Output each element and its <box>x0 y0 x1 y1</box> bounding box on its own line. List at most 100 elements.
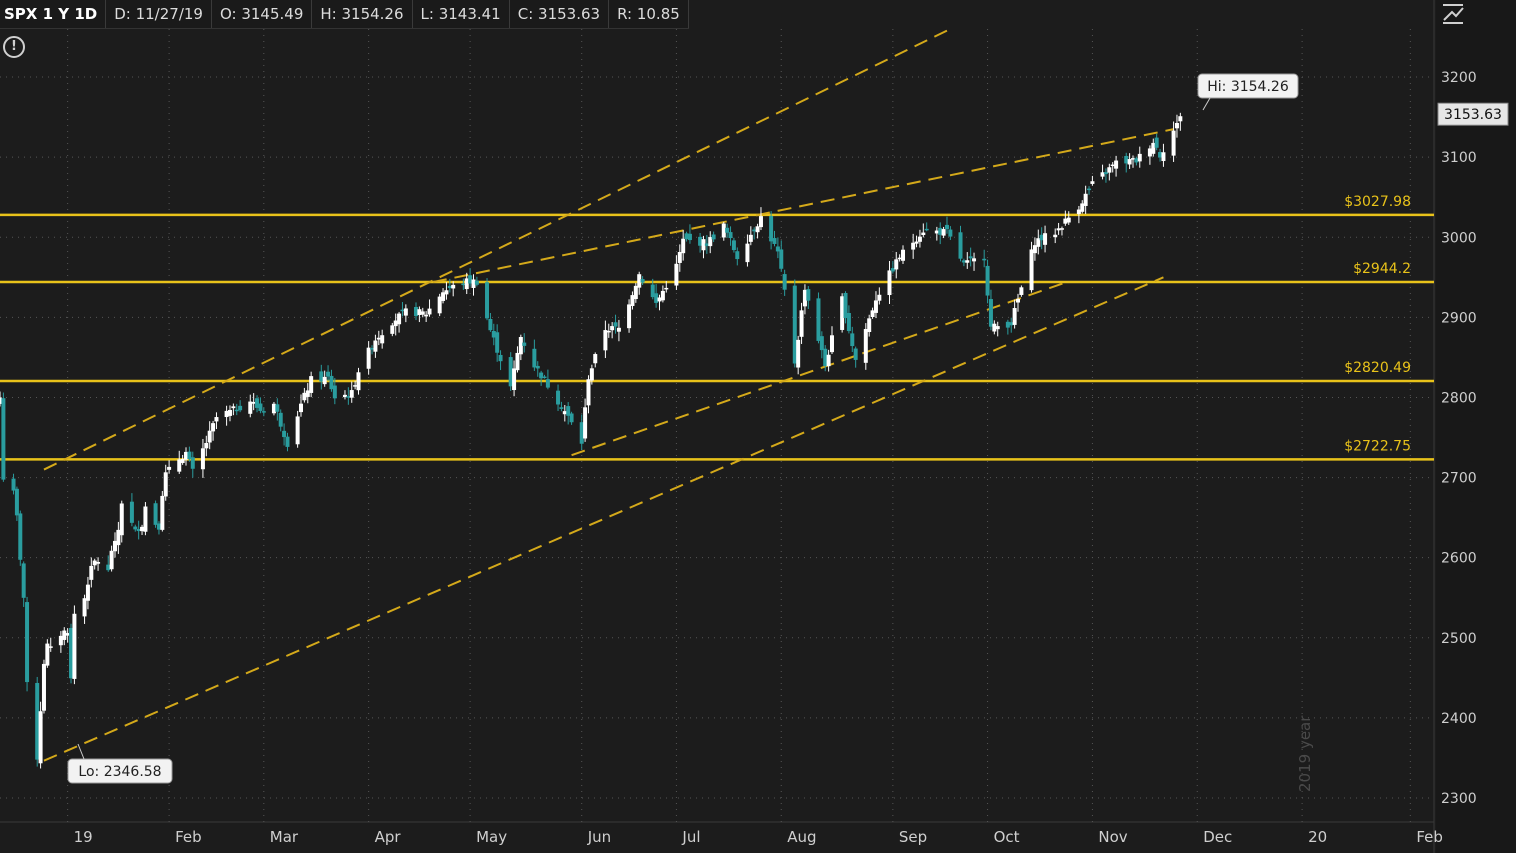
candle-body <box>319 371 324 382</box>
close-readout: C: 3153.63 <box>510 0 610 28</box>
candle-body <box>1032 245 1037 254</box>
candle-body <box>353 385 358 387</box>
candle-body <box>332 385 337 399</box>
price-level-label: $2820.49 <box>1344 360 1411 376</box>
candle-body <box>417 309 422 315</box>
candle-body <box>850 333 855 347</box>
candle-body <box>796 339 801 368</box>
symbol-label[interactable]: SPX 1 Y 1D <box>0 0 107 28</box>
x-tick-label: Feb <box>175 828 202 846</box>
candle-body <box>1087 188 1092 191</box>
candle-body <box>660 290 665 301</box>
candle-body <box>664 287 669 290</box>
candle-body <box>593 354 598 364</box>
candle-body <box>25 602 30 683</box>
candle-body <box>109 550 114 570</box>
candle-body <box>725 227 730 233</box>
candle-body <box>535 365 540 369</box>
drawing-tool-icon[interactable] <box>1440 2 1466 26</box>
candle-body <box>890 268 895 272</box>
candle-body <box>366 347 371 369</box>
candle-body <box>792 285 797 364</box>
candle-body <box>140 526 145 532</box>
candle-body <box>769 215 774 242</box>
candle-body <box>227 409 232 416</box>
candle-body <box>62 630 67 640</box>
candle-body <box>413 306 418 317</box>
candle-body <box>160 495 165 530</box>
candle-body <box>45 643 50 666</box>
candle-body <box>1056 228 1061 231</box>
candle-body <box>85 584 90 601</box>
candle-body <box>711 234 716 240</box>
trendline <box>432 128 1174 284</box>
candle-body <box>278 412 283 427</box>
trendline <box>43 276 1164 762</box>
candle-body <box>488 318 493 331</box>
candle-body <box>1130 158 1135 160</box>
candle-body <box>190 457 195 469</box>
candle-body <box>370 348 375 350</box>
candle-body <box>248 401 253 414</box>
low-callout-box <box>67 758 173 784</box>
x-tick-label: Jun <box>587 828 611 846</box>
candle-body <box>512 368 517 391</box>
y-tick-label: 2300 <box>1441 791 1477 807</box>
candle-body <box>508 357 513 387</box>
candle-body <box>14 488 19 516</box>
candle-body <box>1 398 6 480</box>
candle-body <box>1158 152 1163 158</box>
y-tick-label: 2600 <box>1441 551 1477 567</box>
candle-body <box>471 279 476 288</box>
candle-body <box>698 236 703 246</box>
candle-body <box>806 289 811 301</box>
candle-body <box>1083 193 1088 206</box>
candle-body <box>799 310 804 337</box>
x-tick-label: Dec <box>1203 828 1232 846</box>
y-tick-label: 2500 <box>1441 631 1477 647</box>
candle-body <box>474 280 479 285</box>
candle-body <box>873 300 878 313</box>
high-callout: Hi: 3154.26 <box>1207 79 1289 95</box>
x-tick-label: Sep <box>899 828 927 846</box>
candle-body <box>539 372 544 379</box>
candle-body <box>143 506 148 532</box>
candle-body <box>136 528 141 532</box>
candle-body <box>48 646 53 648</box>
candle-body <box>1178 116 1183 122</box>
year-watermark: 2019 year <box>1296 715 1314 792</box>
x-tick-label: May <box>476 828 507 846</box>
last-price-label: 3153.63 <box>1444 107 1502 123</box>
candle-body <box>816 298 821 341</box>
candle-body <box>437 296 442 314</box>
candle-body <box>1016 298 1021 303</box>
candle-body <box>992 323 997 332</box>
candle-body <box>498 354 503 362</box>
candle-body <box>687 233 692 241</box>
y-tick-label: 3200 <box>1441 70 1477 86</box>
candle-body <box>38 711 43 764</box>
candle-body <box>586 379 591 406</box>
open-readout: O: 3145.49 <box>212 0 313 28</box>
candle-body <box>924 228 929 231</box>
candle-body <box>637 274 642 288</box>
candle-body <box>393 320 398 327</box>
candle-body <box>187 451 192 460</box>
candle-body <box>701 239 706 251</box>
candle-body <box>1171 130 1176 156</box>
candle-body <box>258 403 263 411</box>
candle-body <box>887 270 892 296</box>
candle-body <box>934 230 939 234</box>
candle-body <box>373 340 378 352</box>
callouts: Hi: 3154.26 Lo: 2346.58 <box>67 73 1299 784</box>
exclamation-circle-icon[interactable]: ! <box>3 36 25 58</box>
candle-body <box>18 513 23 560</box>
candle-body <box>376 337 381 340</box>
candle-body <box>238 405 243 411</box>
candle-body <box>556 390 561 405</box>
candle-body <box>295 416 300 445</box>
candle-body <box>1103 172 1108 175</box>
price-axis: 2300 2400 2500 2600 2700 2800 2900 3000 3100 3200… <box>1437 70 1509 807</box>
grid <box>0 0 1435 853</box>
